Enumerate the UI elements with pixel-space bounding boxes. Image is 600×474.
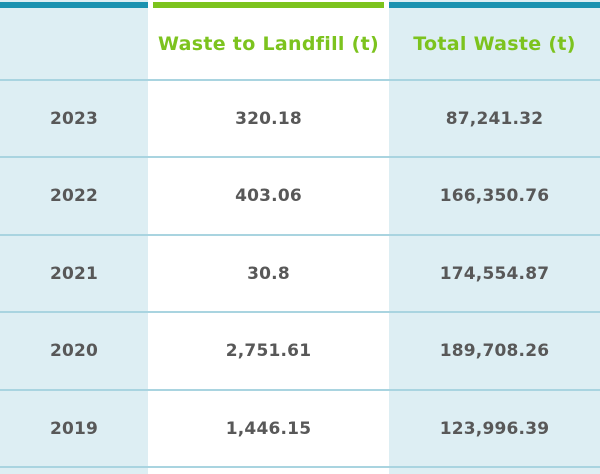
table-row-landfill: 2,751.61	[225, 341, 312, 361]
row-divider	[0, 79, 600, 81]
row-divider	[0, 466, 600, 468]
landfill-column-top-bar	[153, 2, 384, 8]
table-row-year: 2022	[49, 186, 99, 206]
table-row-total: 166,350.76	[439, 186, 550, 206]
row-divider	[0, 311, 600, 313]
table-row-total: 174,554.87	[439, 263, 550, 284]
header-year	[0, 8, 148, 79]
table-row-year: 2020	[49, 341, 99, 361]
header-total-waste: Total Waste (t)	[413, 32, 576, 55]
table-row-total: 189,708.26	[439, 341, 550, 361]
row-divider	[0, 156, 600, 158]
table-row-year: 2021	[49, 263, 99, 284]
year-column-top-bar	[0, 2, 148, 8]
table-row-landfill: 403.06	[235, 186, 302, 206]
table-row-landfill: 320.18	[235, 108, 302, 129]
table-row-year: 2023	[49, 108, 99, 129]
row-divider	[0, 234, 600, 236]
table-row-total: 87,241.32	[445, 108, 544, 129]
table-row-landfill: 30.8	[247, 263, 290, 284]
table-row-year: 2019	[49, 418, 99, 439]
row-divider	[0, 389, 600, 391]
table-row-landfill: 1,446.15	[225, 418, 312, 439]
header-waste-to-landfill: Waste to Landfill (t)	[158, 32, 379, 55]
total-column-top-bar	[389, 2, 600, 8]
table-row-total: 123,996.39	[439, 418, 550, 439]
